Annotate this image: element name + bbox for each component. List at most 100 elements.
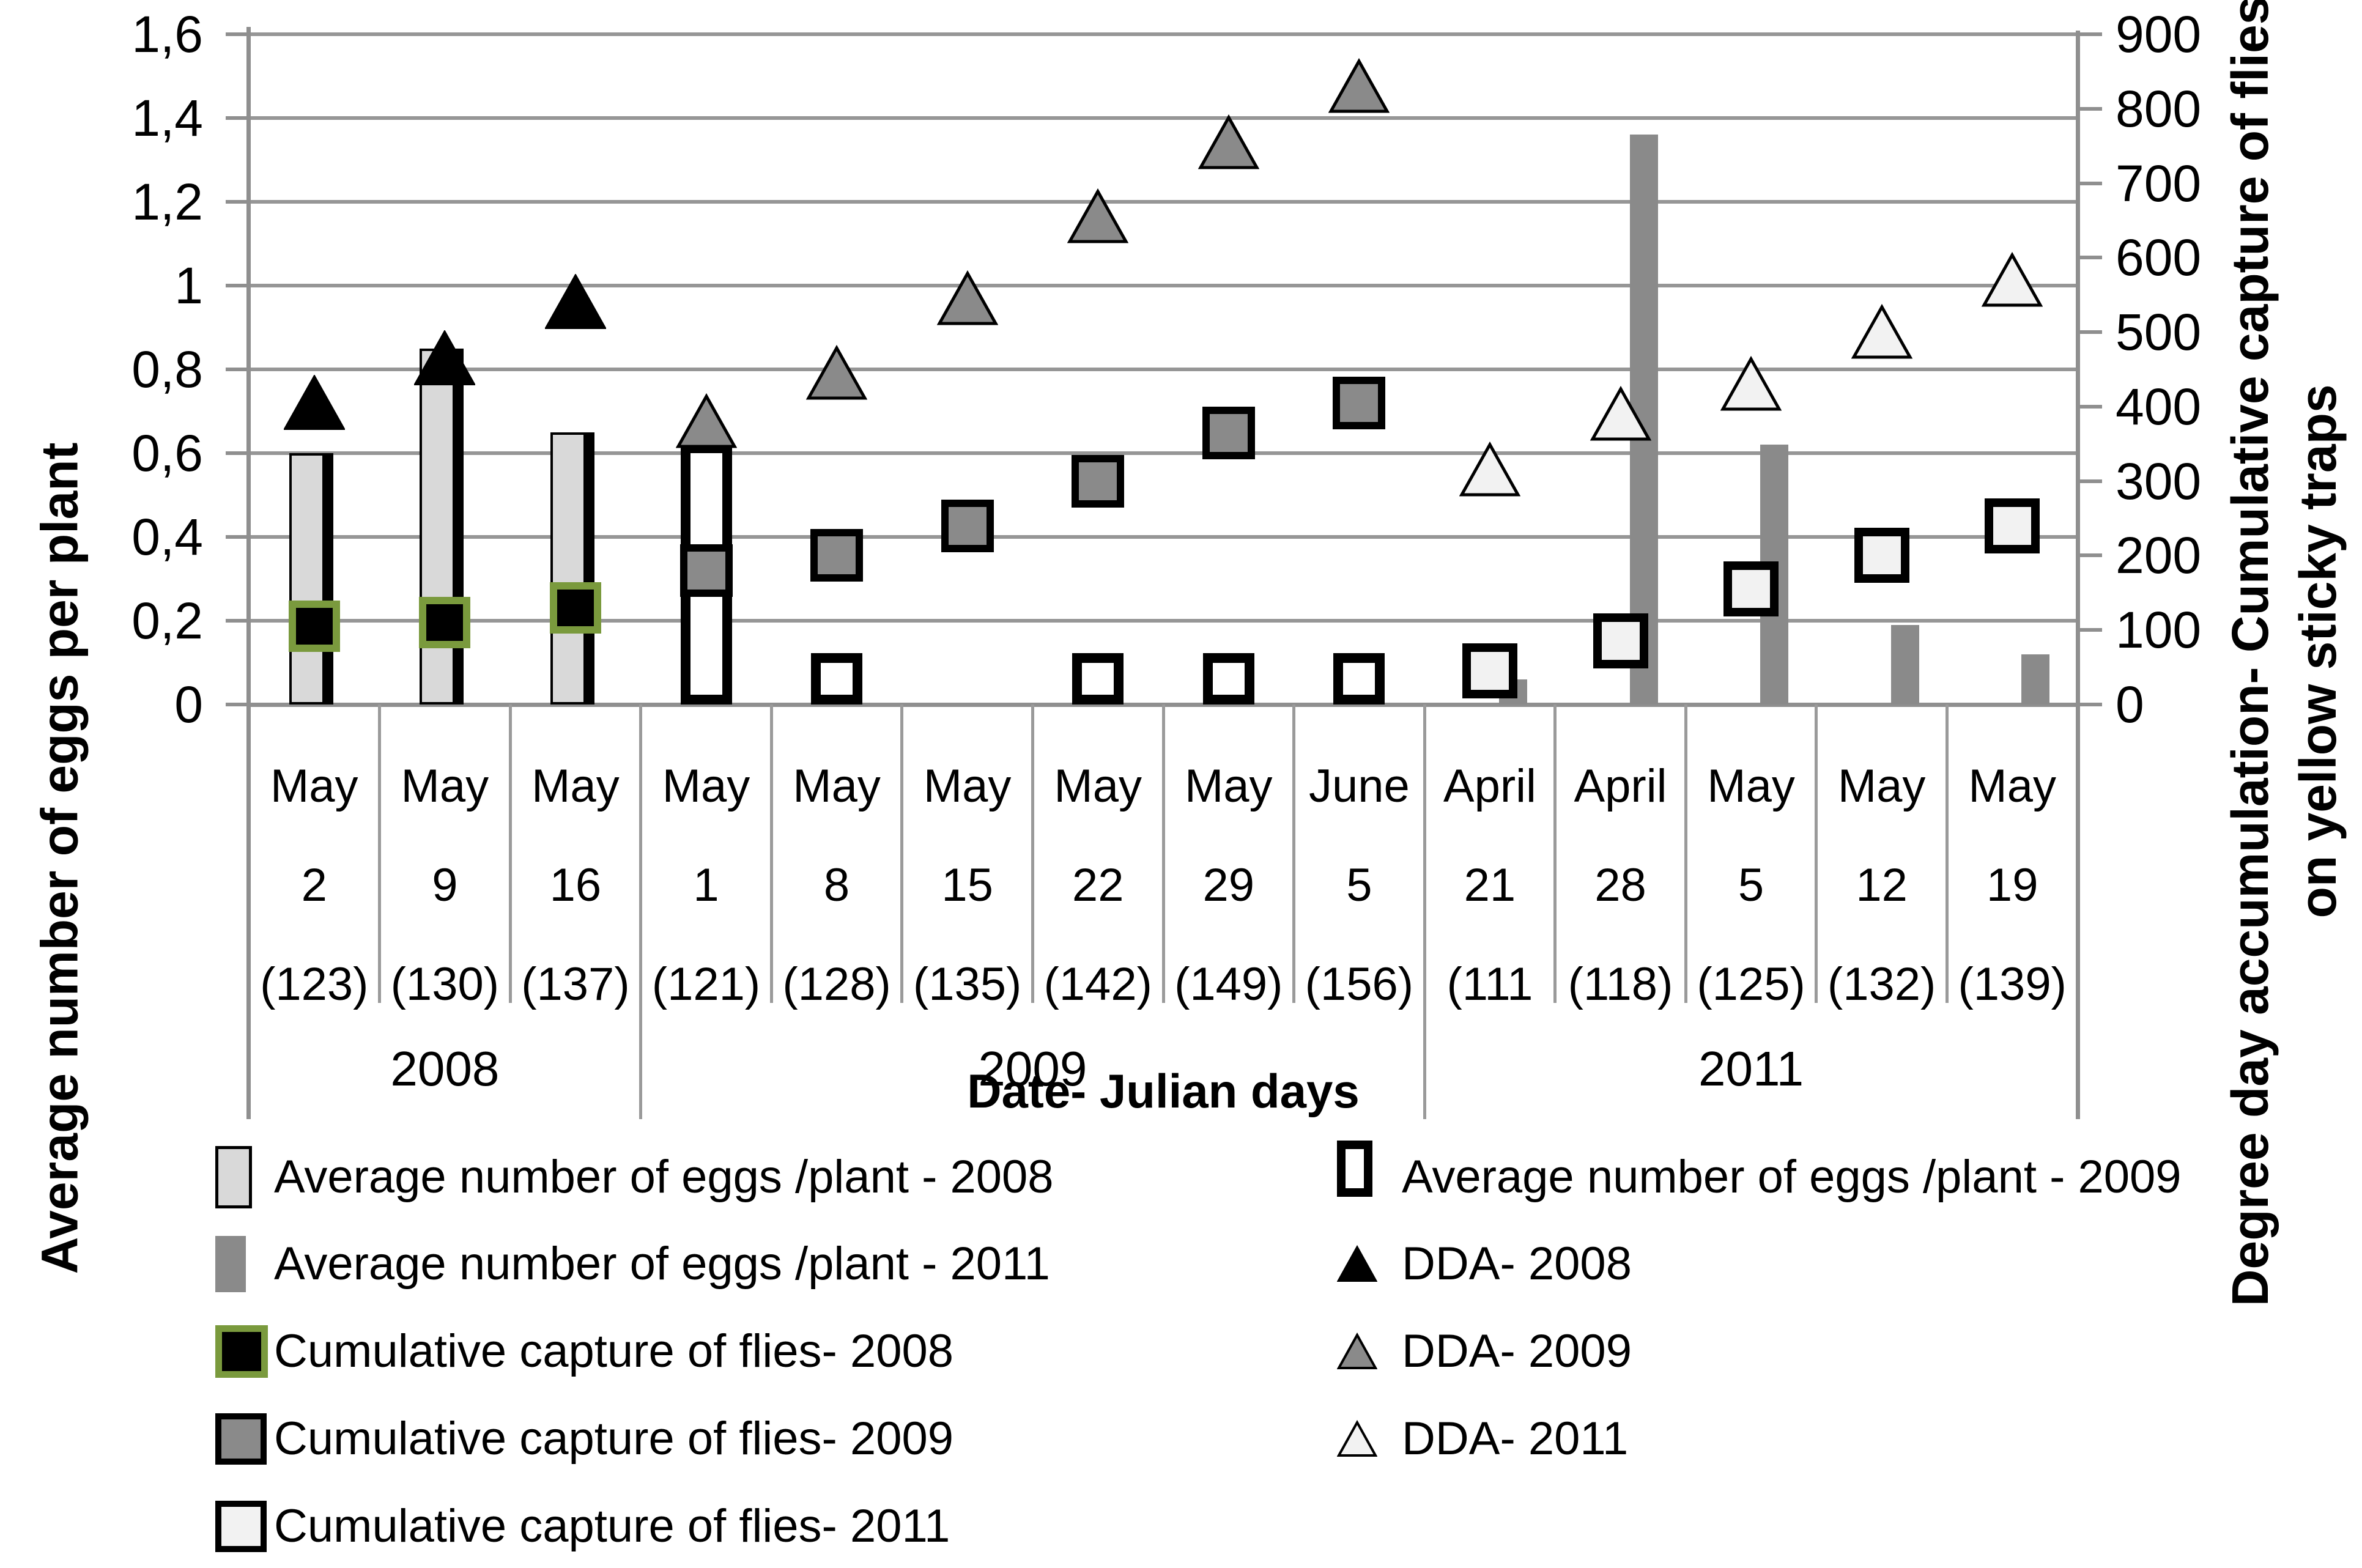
year-label: 2011 [1698,1041,1804,1096]
left-axis-tick-label: 1,6 [131,6,203,63]
left-axis-tick-label: 0,8 [131,341,203,398]
legend: Average number of eggs /plant - 2008 Aver… [0,1131,2362,1568]
left-axis-tick-label: 1,2 [131,173,203,231]
left-axis-tick-label: 1,4 [131,89,203,147]
marker-cum-2008 [549,582,601,634]
date-label: May 19 (139) [1947,763,2078,1008]
date-label-day: 16 [549,859,602,911]
date-label: May 16 (137) [510,763,641,1008]
right-axis-tick-label: 600 [2116,229,2202,287]
right-axis-tick [2078,628,2102,632]
left-axis-tick [226,284,249,287]
date-label: April 28 (118) [1555,763,1686,1008]
marker-cum-2009 [679,544,733,597]
gridline [249,32,2078,36]
marker-dda-2011 [1459,442,1520,497]
right-axis-tick [2078,181,2102,185]
date-label-month: May [1184,760,1273,812]
right-axis-tick-label: 400 [2116,377,2202,435]
date-label: May 1 (121) [641,763,772,1008]
date-label-month: April [1443,760,1536,812]
marker-dda-2011 [1720,356,1782,411]
legend-swatch-tri-gray [1337,1333,1377,1370]
legend-swatch-tri-black [1337,1245,1377,1283]
date-label-julian: (137) [521,958,630,1010]
right-axis-line [2076,31,2080,1119]
left-axis-tick [226,451,249,455]
date-label-day: 29 [1202,859,1255,911]
gridline [249,200,2078,204]
right-axis-tick [2078,703,2102,706]
y-axis-line [246,27,251,1119]
gridline [249,284,2078,287]
date-label: April 21 (111 [1424,763,1555,1008]
date-label: May 12 (132) [1816,763,1947,1008]
gridline [249,535,2078,539]
marker-dda-2008 [414,330,476,385]
marker-cum-2009 [1333,376,1386,429]
date-label-julian: (149) [1174,958,1283,1010]
date-label-month: May [1707,760,1795,812]
right-axis-title-line2: on yellow sticky traps [2289,384,2347,919]
legend-item-label: Cumulative capture of flies- 2009 [274,1413,954,1465]
date-label-julian: (121) [651,958,761,1010]
left-axis-tick-label: 0 [174,676,203,733]
date-label-julian: (156) [1305,958,1414,1010]
marker-cum-2011 [1593,613,1648,669]
right-axis-tick-label: 100 [2116,601,2202,659]
marker-cum-2011 [1462,643,1517,699]
date-label-julian: (118) [1568,958,1673,1010]
left-axis-tick [226,703,249,706]
category-separator [378,704,382,1003]
bar-eggs-2008 [550,432,586,704]
marker-dda-2009 [1198,114,1259,169]
right-axis-tick-label: 500 [2116,303,2202,361]
date-label-julian: (125) [1697,958,1805,1010]
date-label-month: June [1308,760,1410,812]
legend-item-label: DDA- 2009 [1402,1325,1632,1377]
date-label-day: 12 [1856,859,1908,911]
legend-item-label: Cumulative capture of flies- 2011 [274,1500,950,1552]
date-label-month: May [270,760,358,812]
marker-cum-2009 [1202,406,1255,459]
marker-cum-2011 [1985,498,2040,553]
date-label-julian: (130) [390,958,500,1010]
date-label: May 8 (128) [771,763,902,1008]
right-axis-tick [2078,404,2102,409]
date-label-month: April [1574,760,1667,812]
marker-dda-2009 [675,393,737,448]
x-axis-title: Date- Julian days [967,1064,1360,1118]
category-separator [1684,704,1687,1003]
right-axis-tick-label: 700 [2116,154,2202,212]
category-separator [900,704,904,1003]
category-separator [769,704,773,1003]
right-axis-tick [2078,32,2102,36]
marker-dda-2008 [283,374,345,430]
gridline [249,451,2078,455]
date-label-day: 5 [1738,859,1764,911]
category-separator [1292,704,1296,1003]
legend-item-label: Cumulative capture of flies- 2008 [274,1325,954,1377]
date-label-julian: (123) [260,958,369,1010]
date-label-day: 1 [693,859,719,911]
legend-swatch-sq-green [215,1325,268,1378]
left-axis-tick-label: 1 [174,257,203,314]
date-label: May 9 (130) [380,763,511,1008]
category-separator [1031,704,1034,1003]
right-axis-tick-label: 200 [2116,527,2202,585]
legend-swatch-bar-light [215,1146,252,1208]
left-axis-tick [226,200,249,204]
category-separator [1945,704,1949,1003]
right-axis-tick-label: 300 [2116,452,2202,510]
left-axis-tick [226,32,249,36]
marker-cum-2009 [810,529,864,582]
date-label-julian: (132) [1827,958,1936,1010]
left-axis-tick [226,535,249,539]
marker-dda-2009 [1328,58,1390,113]
right-axis-tick-label: 800 [2116,80,2202,138]
date-label-julian: (135) [913,958,1022,1010]
legend-item-label: Average number of eggs /plant - 2008 [274,1151,1054,1203]
bar-eggs-2009 [1202,653,1254,704]
